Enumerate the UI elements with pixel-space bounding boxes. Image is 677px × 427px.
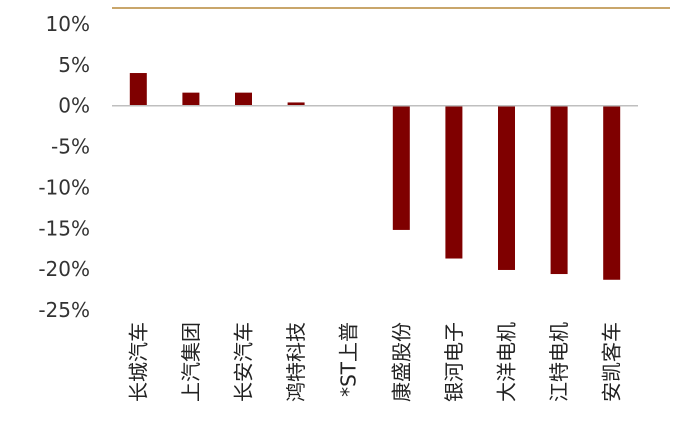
bar xyxy=(287,102,305,106)
y-axis: 10% 5% 0% -5% -10% -15% -20% -25% xyxy=(38,12,90,322)
bar xyxy=(498,105,515,270)
x-category-label: 银河电子 xyxy=(442,322,466,402)
x-category-label: 江特电机 xyxy=(547,322,571,402)
bar xyxy=(129,73,147,106)
bar xyxy=(445,105,463,259)
bar xyxy=(550,105,568,275)
x-category-label: 上汽集团 xyxy=(179,322,203,402)
x-category-label: 鸿特科技 xyxy=(284,322,308,402)
x-category-label: *ST上普 xyxy=(337,322,361,397)
x-category-label: 康盛股份 xyxy=(389,322,413,402)
y-tick-label: -20% xyxy=(38,257,90,281)
y-tick-label: 5% xyxy=(58,53,90,77)
bar xyxy=(603,105,621,280)
y-tick-label: 0% xyxy=(58,94,90,118)
x-category-label: 大洋电机 xyxy=(495,322,519,402)
bar xyxy=(182,92,200,106)
bar xyxy=(392,105,410,230)
x-category-label: 长城汽车 xyxy=(126,322,150,402)
x-category-label: 长安汽车 xyxy=(232,322,256,402)
y-tick-label: -5% xyxy=(51,135,90,159)
category-labels: 长城汽车 上汽集团 长安汽车 鸿特科技 *ST上普 康盛股份 银河电子 大洋电机 江特电机 安凯客… xyxy=(126,322,623,402)
x-category-label: 安凯客车 xyxy=(600,322,624,402)
y-tick-label: 10% xyxy=(46,12,90,36)
y-tick-label: -15% xyxy=(38,216,90,240)
bar xyxy=(235,92,252,106)
y-tick-label: -25% xyxy=(38,298,90,322)
bars xyxy=(129,73,621,280)
y-tick-label: -10% xyxy=(38,175,90,199)
